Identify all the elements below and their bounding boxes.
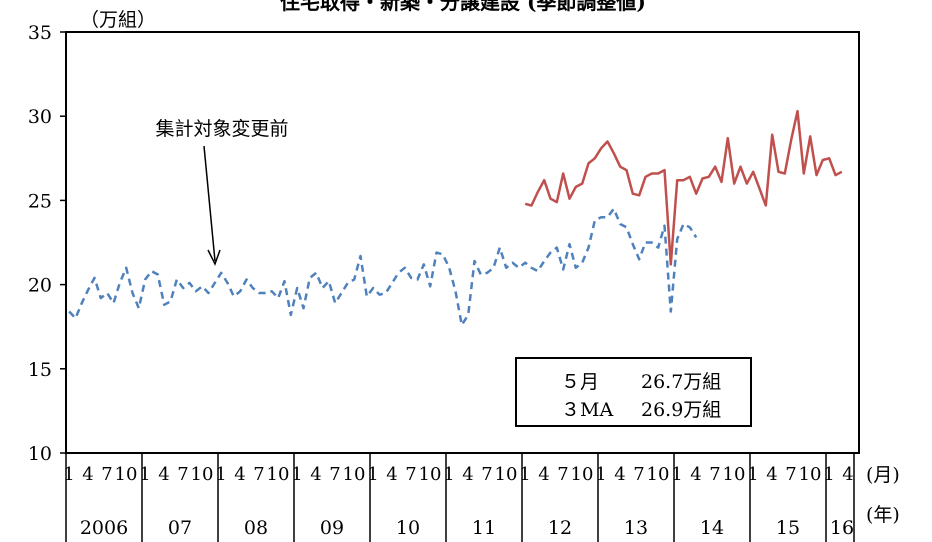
month-tick-label: 1 [747, 464, 758, 485]
month-tick-label: 1 [215, 464, 226, 485]
month-tick-label: 4 [614, 464, 625, 485]
month-tick-label: 10 [723, 464, 746, 485]
y-tick-label: 20 [28, 275, 52, 297]
month-tick-label: 4 [842, 464, 853, 485]
month-tick-label: 4 [386, 464, 397, 485]
month-tick-label: 1 [671, 464, 682, 485]
summary-row-ma: ３MA 26.9万組 [561, 395, 721, 422]
month-tick-label: 1 [823, 464, 834, 485]
month-tick-label: 4 [234, 464, 245, 485]
summary-ma-value: 26.9万組 [641, 399, 722, 421]
y-tick-label: 35 [28, 22, 52, 44]
month-tick-label: 7 [481, 464, 492, 485]
month-tick-label: 10 [419, 464, 442, 485]
month-tick-label: 1 [291, 464, 302, 485]
month-tick-label: 10 [191, 464, 214, 485]
summary-box: ５月 26.7万組 ３MA 26.9万組 [515, 357, 752, 427]
month-tick-label: 4 [158, 464, 169, 485]
month-tick-label: 7 [557, 464, 568, 485]
month-tick-label: 7 [633, 464, 644, 485]
month-tick-label: 10 [571, 464, 594, 485]
year-label: 10 [396, 517, 420, 539]
year-label: 08 [244, 517, 268, 539]
month-tick-label: 4 [82, 464, 93, 485]
y-tick-label: 25 [28, 190, 52, 212]
year-label: 13 [624, 517, 648, 539]
month-axis-unit: (月) [866, 464, 900, 486]
month-tick-label: 10 [647, 464, 670, 485]
month-tick-label: 10 [343, 464, 366, 485]
year-label: 16 [830, 517, 854, 539]
month-tick-label: 10 [115, 464, 138, 485]
month-tick-label: 4 [690, 464, 701, 485]
month-tick-label: 7 [101, 464, 112, 485]
year-label: 2006 [80, 517, 128, 539]
month-tick-label: 4 [310, 464, 321, 485]
month-tick-label: 10 [495, 464, 518, 485]
month-tick-label: 4 [538, 464, 549, 485]
year-axis-unit: (年) [866, 504, 900, 526]
y-axis-unit: （万組） [80, 9, 157, 31]
month-tick-label: 7 [405, 464, 416, 485]
month-tick-label: 1 [63, 464, 74, 485]
annotation-text: 集計対象変更前 [155, 118, 288, 140]
plot-frame [65, 31, 860, 454]
month-tick-label: 1 [139, 464, 150, 485]
month-tick-label: 1 [443, 464, 454, 485]
chart-title: 住宅取得・新築・分譲建設 (季節調整値) [280, 0, 646, 14]
year-label: 14 [700, 517, 724, 539]
month-tick-label: 10 [799, 464, 822, 485]
y-tick-label: 30 [28, 106, 52, 128]
year-label: 09 [320, 517, 344, 539]
annotation-arrow-line [203, 145, 216, 262]
month-tick-label: 1 [519, 464, 530, 485]
series-line-dashed [68, 207, 698, 327]
year-label: 15 [776, 517, 800, 539]
month-tick-label: 7 [785, 464, 796, 485]
month-tick-label: 1 [595, 464, 606, 485]
y-tick-label: 15 [28, 359, 52, 381]
month-tick-label: 7 [709, 464, 720, 485]
month-tick-label: 10 [267, 464, 290, 485]
summary-month-value: 26.7万組 [641, 371, 722, 393]
annotation-arrow-head [207, 249, 221, 266]
year-label: 11 [472, 517, 496, 539]
year-label: 07 [168, 517, 192, 539]
summary-month-key: ５月 [561, 371, 600, 393]
series-line-solid [524, 109, 843, 266]
month-tick-label: 4 [766, 464, 777, 485]
summary-row-month: ５月 26.7万組 [561, 367, 721, 394]
month-tick-label: 1 [367, 464, 378, 485]
month-tick-label: 4 [462, 464, 473, 485]
year-label: 12 [548, 517, 572, 539]
summary-ma-key: ３MA [561, 399, 614, 421]
y-tick-label: 10 [28, 443, 52, 465]
month-tick-label: 7 [177, 464, 188, 485]
month-tick-label: 7 [329, 464, 340, 485]
month-tick-label: 7 [253, 464, 264, 485]
